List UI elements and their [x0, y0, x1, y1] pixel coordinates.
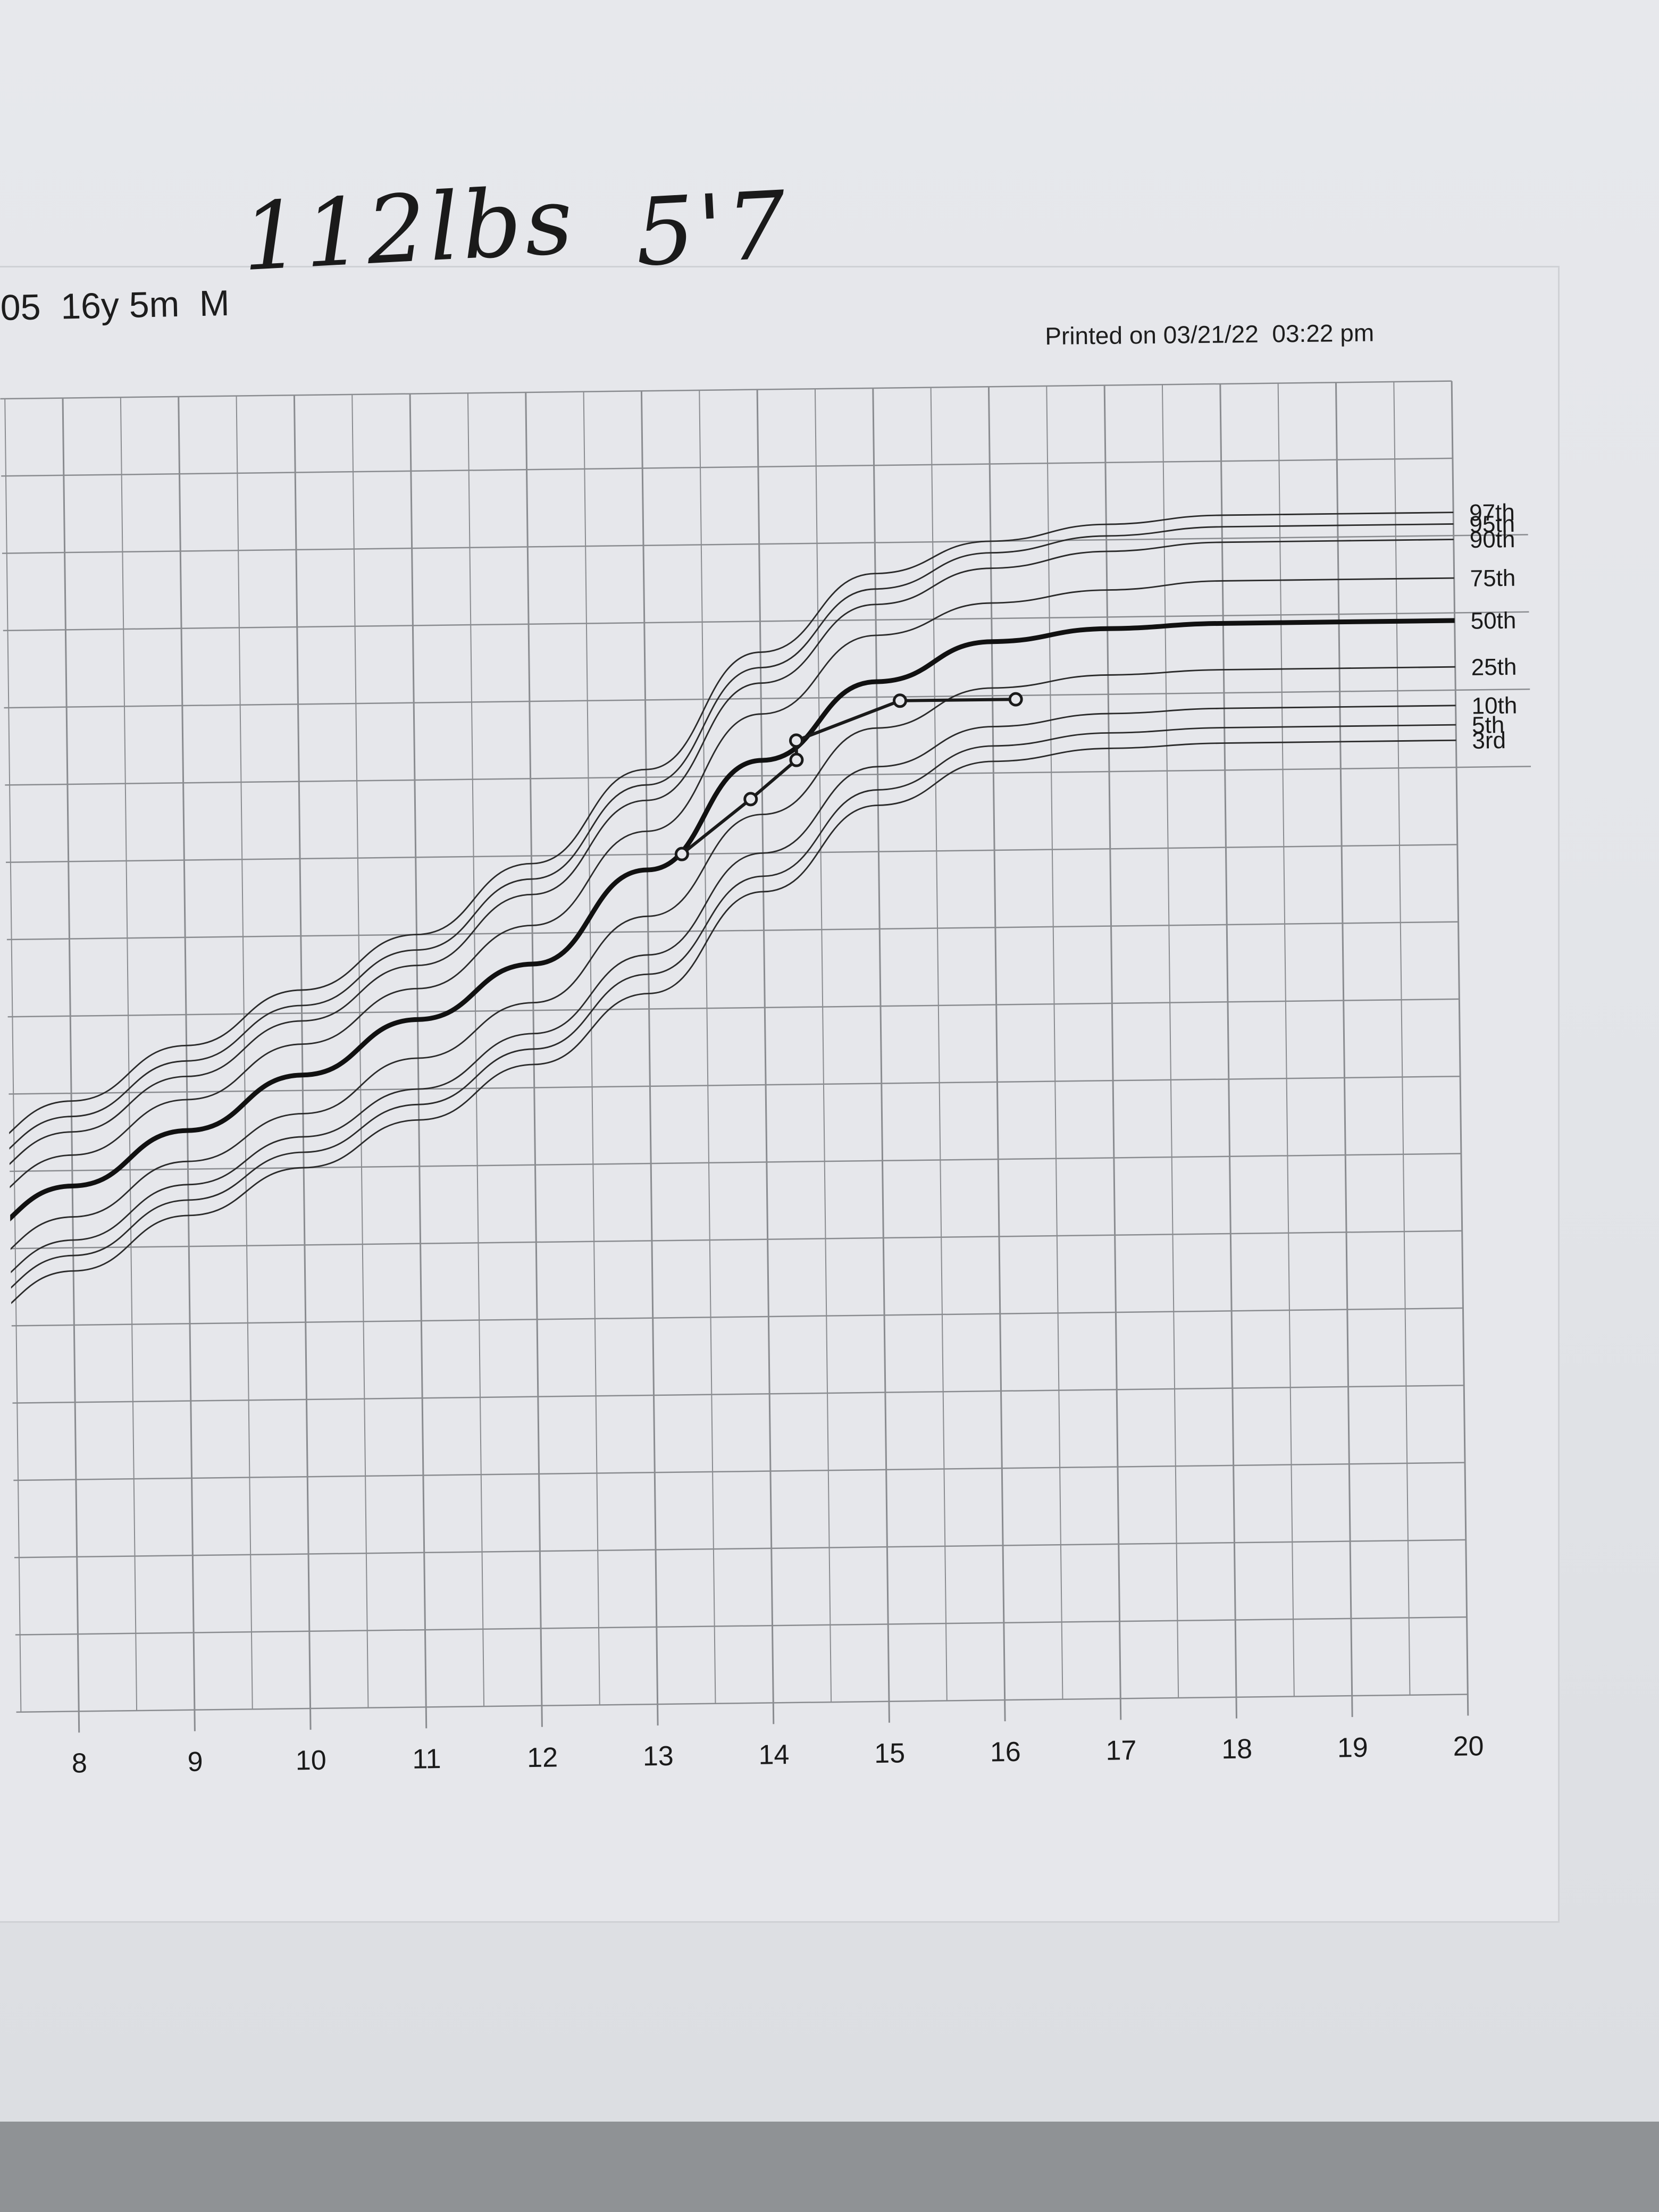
- grid-line-major: [756, 389, 775, 1724]
- grid-line-horizontal: [14, 1539, 1466, 1559]
- patient-measurement-point: [743, 792, 758, 807]
- grid-line-minor: [699, 390, 716, 1704]
- grid-line-horizontal: [9, 1075, 1461, 1095]
- grid-line-minor: [467, 393, 485, 1707]
- handwritten-height: 5'7: [632, 171, 792, 288]
- percentile-label-10th: 10th: [1471, 692, 1517, 719]
- grid-line-major: [293, 395, 312, 1730]
- grid-line-major: [987, 387, 1006, 1722]
- grid-line-horizontal: [4, 688, 1530, 709]
- grid-line-horizontal: [5, 766, 1531, 786]
- grid-line-major: [1219, 383, 1237, 1719]
- x-tick-label: 15: [874, 1738, 906, 1769]
- grid-line-minor: [1393, 381, 1411, 1695]
- grid-line-minor: [351, 394, 369, 1708]
- grid-line-major: [1451, 381, 1469, 1716]
- grid-line-horizontal: [10, 1230, 1462, 1250]
- x-tick-label: 8: [72, 1748, 88, 1779]
- percentile-label-97th: 97th: [1469, 499, 1515, 526]
- grid-line-major: [62, 398, 80, 1733]
- x-tick-label: 13: [643, 1741, 674, 1772]
- grid-line-minor: [583, 391, 600, 1705]
- percentile-curves: [0, 512, 1456, 1328]
- x-tick-label: 18: [1221, 1733, 1253, 1765]
- percentile-label-3rd: 3rd: [1472, 727, 1506, 754]
- grid-line-minor: [930, 387, 948, 1701]
- grid-line-major: [1335, 382, 1353, 1717]
- percentile-curve-75th: [0, 577, 1454, 1212]
- grid-line-horizontal: [6, 844, 1457, 863]
- grid-line-horizontal: [13, 1462, 1465, 1481]
- x-axis-ticks: 7891011121314151617181920: [72, 1731, 1484, 1779]
- percentile-curve-3rd: [0, 739, 1456, 1328]
- grid-line-horizontal: [7, 998, 1460, 1018]
- x-tick-label: 16: [990, 1737, 1021, 1768]
- grid-line-major: [409, 393, 428, 1729]
- patient-measurement-point: [789, 752, 804, 767]
- grid-line-minor: [236, 396, 253, 1710]
- patient-measurement-point: [893, 693, 908, 708]
- x-tick-label: 17: [1105, 1735, 1137, 1766]
- grid-line-major: [872, 388, 890, 1723]
- percentile-label-50th: 50th: [1470, 608, 1516, 634]
- patient-info: 05 16y 5m M: [0, 282, 230, 328]
- grid-line-minor: [120, 397, 138, 1711]
- percentile-curve-90th: [0, 539, 1454, 1188]
- x-tick-label: 10: [296, 1745, 327, 1777]
- grid-line-minor: [1161, 384, 1179, 1698]
- handwritten-weight: 112lbs: [239, 166, 579, 292]
- chart-grid: [0, 380, 1531, 1733]
- grid-line-major: [640, 391, 659, 1726]
- grid-line-horizontal: [6, 921, 1459, 941]
- grid-line-minor: [1046, 386, 1063, 1699]
- x-tick-label: 12: [527, 1742, 558, 1773]
- grid-line-minor: [814, 389, 832, 1703]
- percentile-curve-5th: [0, 724, 1456, 1312]
- paper-sheet: 112lbs 5'7 05 16y 5m M Printed on 03/21/…: [0, 0, 1659, 2122]
- grid-line-minor: [1277, 383, 1295, 1697]
- grid-line-horizontal: [1, 457, 1453, 477]
- x-tick-label: 9: [187, 1747, 203, 1778]
- grid-line-horizontal: [11, 1307, 1463, 1327]
- x-tick-label: 19: [1337, 1732, 1369, 1764]
- grid-line-major: [1103, 385, 1122, 1720]
- patient-growth-line: [681, 698, 1016, 856]
- percentile-curve-95th: [0, 523, 1454, 1173]
- grid-line-horizontal: [16, 1694, 1468, 1713]
- printed-on-stamp: Printed on 03/21/22 03:22 pm: [1045, 319, 1375, 350]
- grid-line-minor: [4, 398, 22, 1712]
- patient-measurement-point: [789, 733, 803, 748]
- grid-line-major: [178, 396, 196, 1731]
- percentile-label-25th: 25th: [1471, 654, 1516, 681]
- grid-line-horizontal: [0, 380, 1452, 400]
- percentile-label-95th: 95th: [1469, 511, 1515, 538]
- grid-line-horizontal: [15, 1616, 1467, 1636]
- x-tick-label: 11: [412, 1744, 441, 1775]
- percentile-curve-10th: [0, 705, 1456, 1296]
- grid-line-major: [525, 392, 543, 1727]
- patient-measurements: [674, 692, 1023, 861]
- percentile-curve-97th: [0, 512, 1454, 1158]
- percentile-curve-25th: [0, 666, 1455, 1273]
- grid-line-horizontal: [3, 611, 1529, 632]
- grid-line-horizontal: [10, 1153, 1461, 1172]
- patient-measurement-point: [674, 847, 689, 861]
- x-tick-label: 20: [1453, 1731, 1484, 1762]
- percentile-label-90th: 90th: [1470, 526, 1515, 553]
- percentile-label-5th: 5th: [1472, 712, 1505, 739]
- percentile-label-75th: 75th: [1470, 565, 1515, 592]
- grid-line-horizontal: [2, 534, 1528, 554]
- x-tick-label: 14: [758, 1739, 790, 1771]
- patient-measurement-point: [1008, 692, 1023, 707]
- grid-line-horizontal: [12, 1385, 1464, 1404]
